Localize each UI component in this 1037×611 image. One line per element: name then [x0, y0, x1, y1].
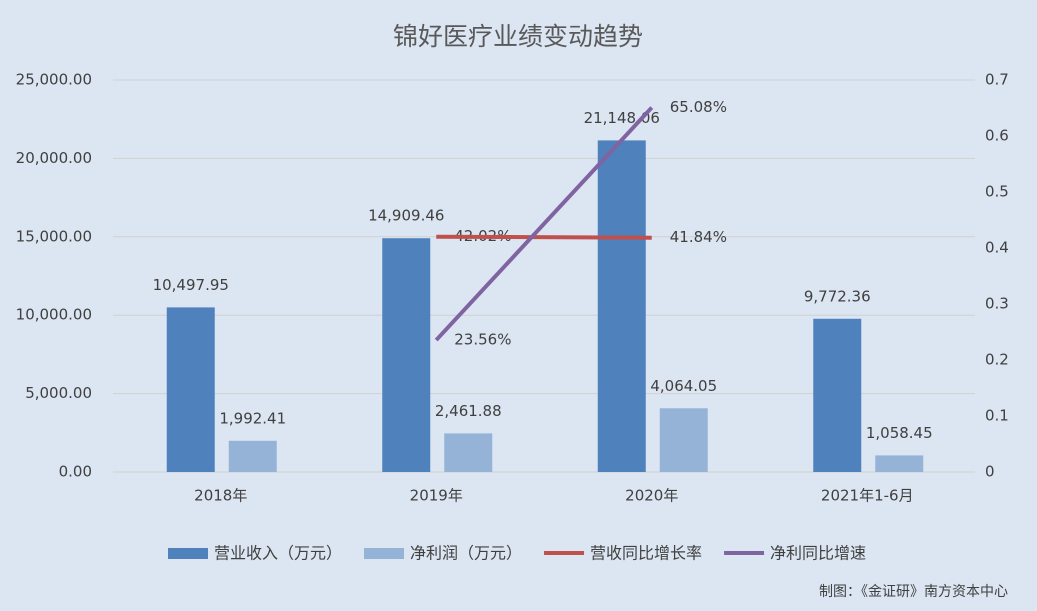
data-label: 14,909.46 — [368, 207, 444, 225]
y2-tick-label: 0.4 — [985, 239, 1009, 257]
legend-label: 净利同比增速 — [770, 544, 866, 563]
data-label: 1,992.41 — [219, 409, 286, 427]
line-series — [436, 234, 652, 240]
data-label: 21,148.06 — [584, 109, 660, 127]
y-tick-label: 20,000.00 — [16, 149, 92, 167]
data-label: 1,058.45 — [866, 424, 933, 442]
bar — [597, 140, 646, 472]
bar — [813, 318, 862, 472]
source-note: 制图：《金证研》南方资本中心 — [819, 584, 1008, 600]
y-tick-label: 25,000.00 — [16, 71, 92, 89]
x-tick-label: 2021年1-6月 — [821, 487, 914, 505]
y2-tick-label: 0.6 — [985, 127, 1009, 145]
bar — [166, 307, 215, 472]
data-label: 65.08% — [670, 98, 727, 116]
legend-swatch — [168, 548, 208, 559]
bar — [382, 238, 431, 472]
x-tick-label: 2019年 — [410, 487, 463, 505]
legend-label: 净利润（万元） — [410, 544, 522, 563]
data-label: 23.56% — [454, 331, 511, 349]
chart-title: 锦好医疗业绩变动趋势 — [393, 22, 643, 51]
y-tick-label: 15,000.00 — [16, 227, 92, 245]
bar — [444, 433, 493, 472]
y-tick-label: 5,000.00 — [25, 384, 92, 402]
legend-label: 营业收入（万元） — [214, 544, 342, 563]
bar — [659, 408, 708, 472]
data-label: 9,772.36 — [804, 287, 871, 305]
bar — [228, 440, 277, 472]
x-tick-label: 2018年 — [194, 487, 247, 505]
y2-tick-label: 0.2 — [985, 351, 1009, 369]
x-tick-label: 2020年 — [625, 487, 678, 505]
y2-tick-label: 0.3 — [985, 295, 1009, 313]
data-label: 10,497.95 — [153, 276, 229, 294]
legend-swatch — [364, 548, 405, 559]
bar — [875, 455, 924, 472]
legend-label: 营收同比增长率 — [590, 544, 702, 563]
y2-tick-label: 0.1 — [985, 407, 1009, 425]
data-label: 41.84% — [670, 228, 727, 246]
y2-tick-label: 0.5 — [985, 183, 1009, 201]
y-tick-label: 0.00 — [59, 463, 92, 481]
y2-tick-label: 0.7 — [985, 71, 1009, 89]
data-label: 2,461.88 — [435, 402, 502, 420]
line-series — [434, 106, 654, 342]
y2-tick-label: 0 — [985, 463, 995, 481]
y-tick-label: 10,000.00 — [16, 306, 92, 324]
data-label: 4,064.05 — [650, 377, 717, 395]
